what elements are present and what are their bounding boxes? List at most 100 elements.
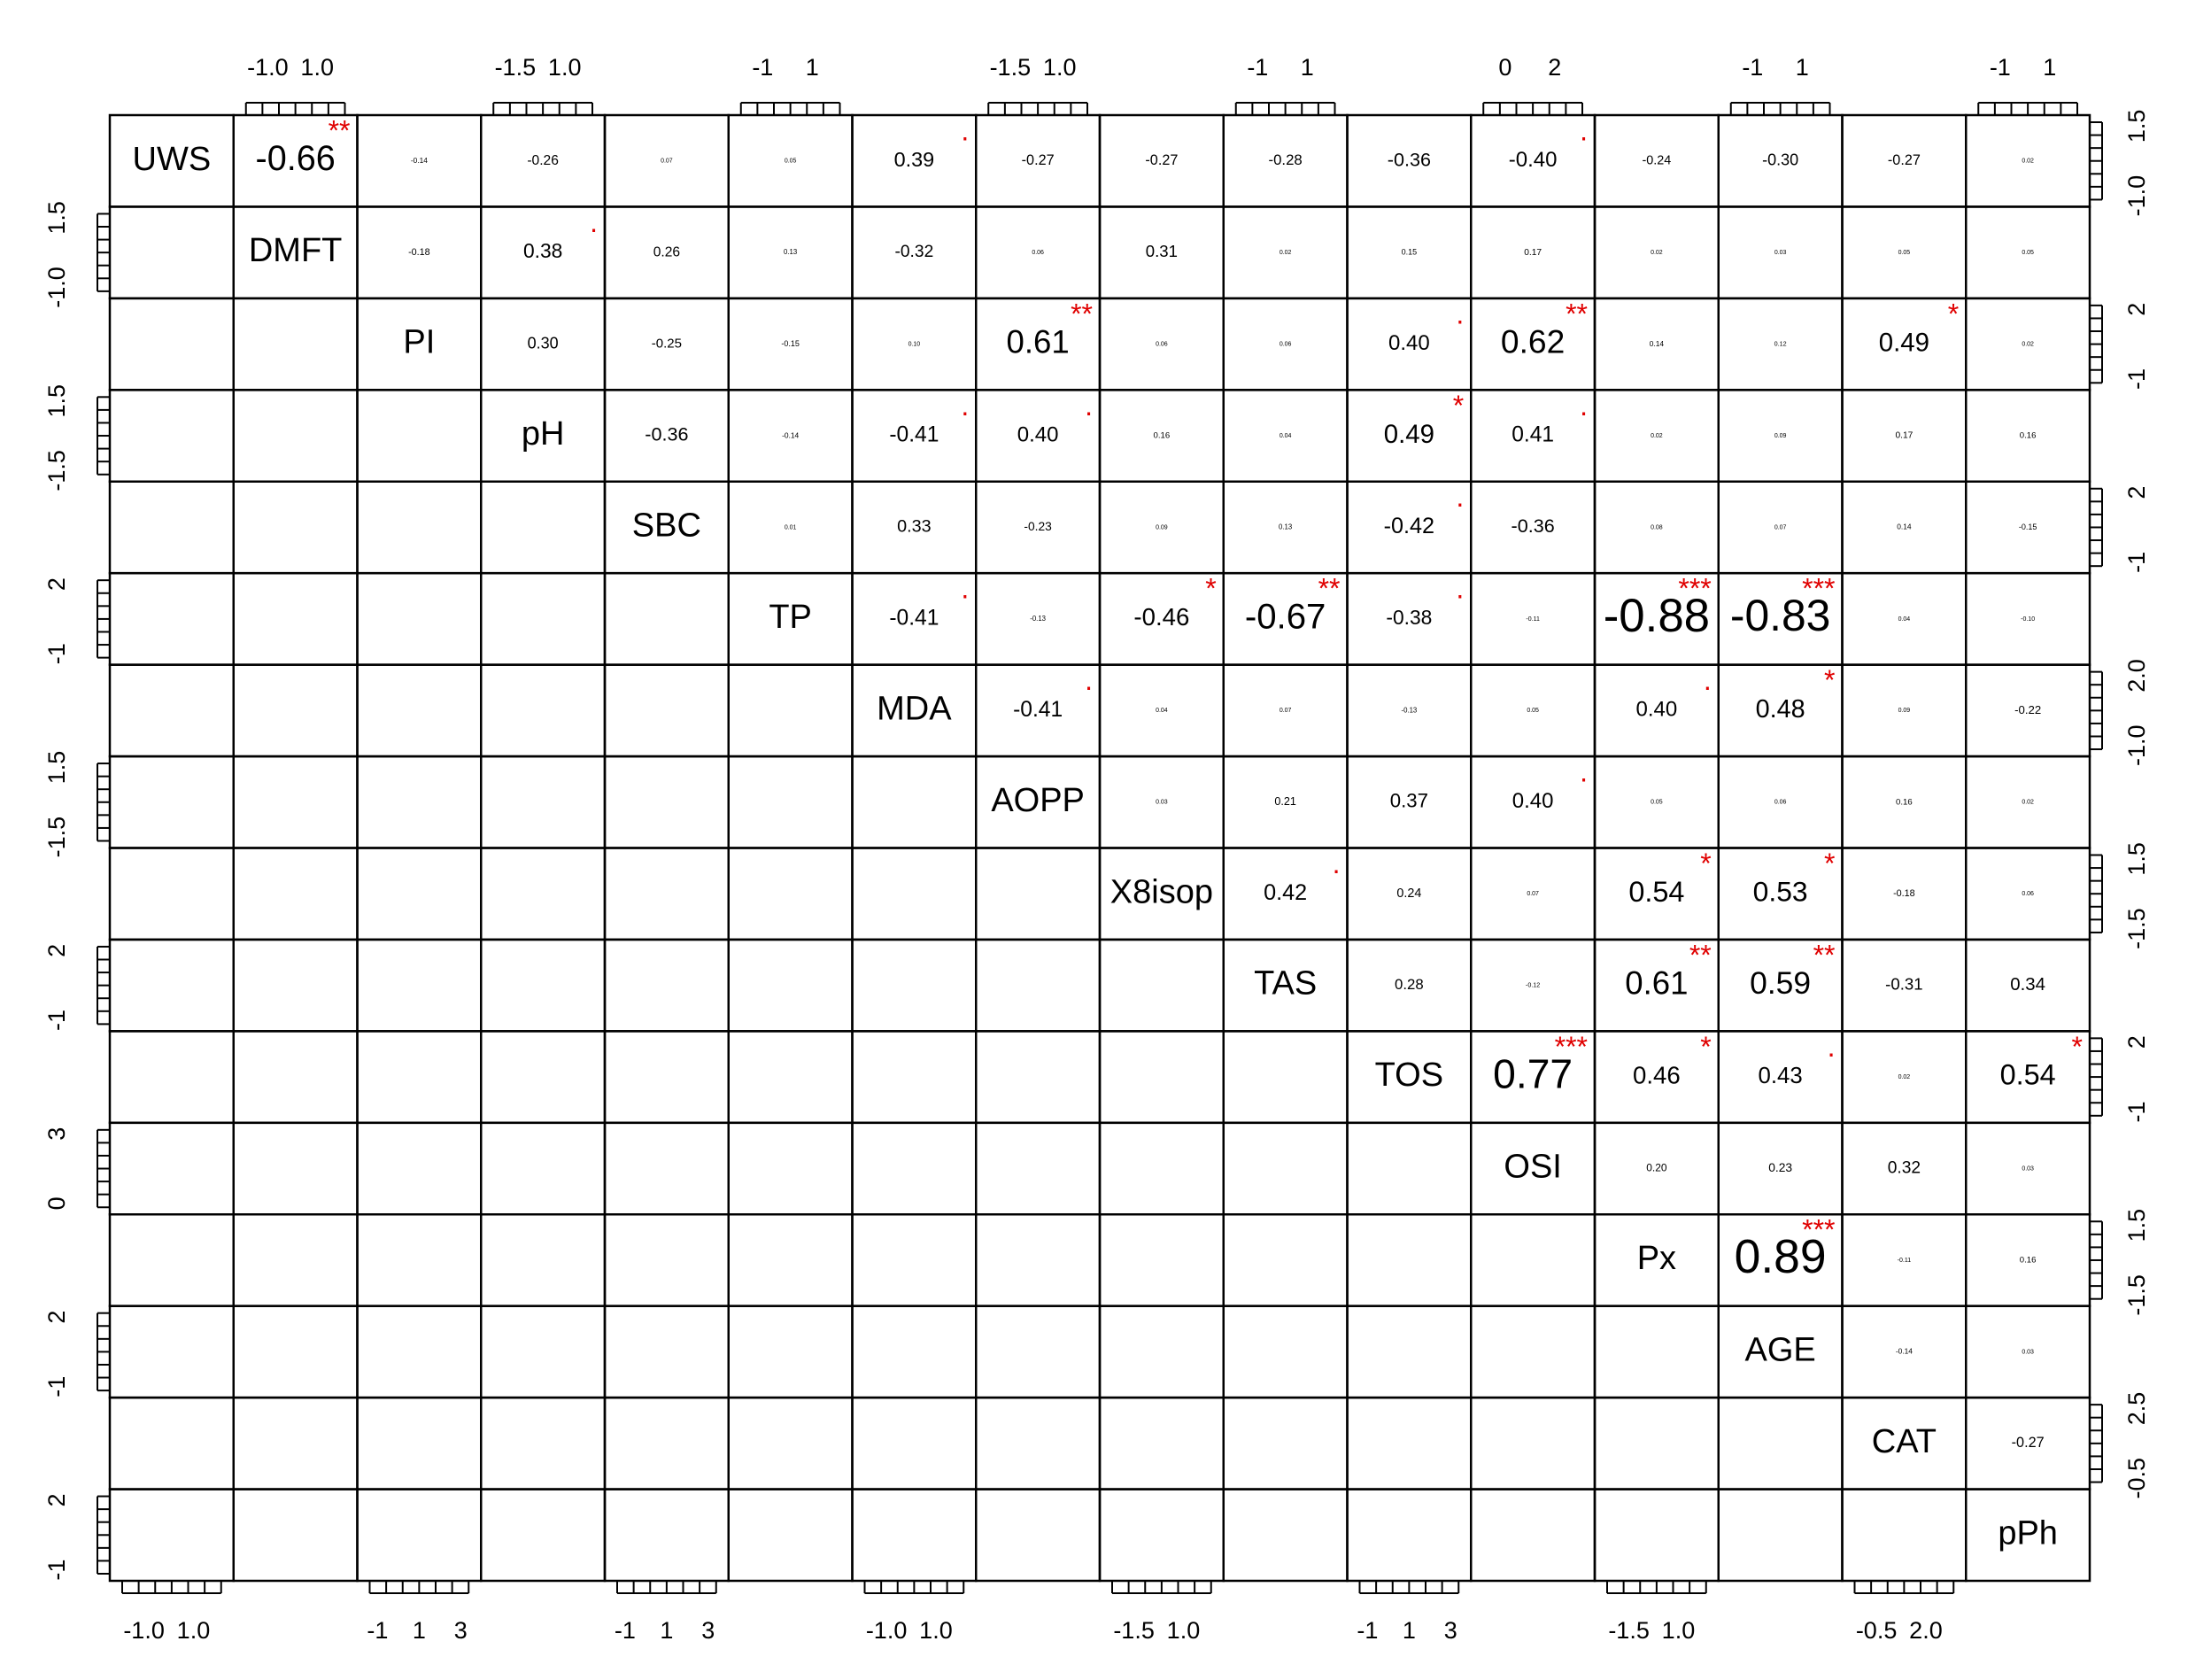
significance-stars: ** — [329, 114, 351, 146]
y-tick-label: -1 — [43, 1560, 70, 1581]
correlation-value: -0.36 — [1511, 515, 1555, 537]
y-tick-label: -1.5 — [43, 817, 70, 858]
significance-stars: * — [1824, 848, 1835, 879]
significance-stars: * — [2072, 1031, 2083, 1063]
correlation-value: 0.49 — [1879, 328, 1929, 357]
y-tick-label: 1.5 — [2123, 842, 2150, 876]
variable-name: AOPP — [991, 782, 1085, 819]
x-tick-label: 2.0 — [1909, 1617, 1943, 1644]
significance-stars: . — [1456, 481, 1464, 513]
correlation-value: 0.46 — [1633, 1061, 1681, 1088]
correlation-value: 0.09 — [1156, 524, 1168, 530]
correlation-value: 0.04 — [1280, 433, 1292, 439]
significance-stars: * — [1453, 390, 1464, 422]
correlation-value: 0.16 — [2020, 431, 2037, 441]
correlation-value: 0.61 — [1625, 964, 1688, 1001]
y-tick-label: -1.5 — [43, 450, 70, 492]
correlation-value: 0.62 — [1501, 322, 1565, 360]
significance-stars: . — [1085, 664, 1093, 696]
significance-stars: . — [961, 573, 969, 605]
correlation-value: -0.13 — [1401, 706, 1417, 714]
correlation-value: 0.42 — [1264, 880, 1307, 905]
significance-stars: ** — [1566, 298, 1588, 329]
correlation-value: 0.40 — [1512, 789, 1554, 813]
significance-stars: . — [1085, 390, 1093, 422]
x-tick-label: -1 — [1742, 54, 1763, 81]
correlation-value: -0.10 — [2021, 616, 2035, 623]
x-tick-label: 2 — [1548, 54, 1561, 81]
correlation-value: -0.83 — [1730, 591, 1831, 640]
variable-name: DMFT — [249, 232, 343, 269]
variable-name: AGE — [1745, 1331, 1816, 1368]
variable-name: TP — [769, 599, 812, 636]
correlation-value: 0.39 — [894, 148, 935, 171]
correlation-value: 0.03 — [2022, 1165, 2034, 1172]
correlation-value: 0.02 — [1651, 433, 1663, 439]
x-tick-label: 1.0 — [548, 54, 582, 81]
significance-stars: . — [1333, 848, 1341, 879]
correlation-value: 0.38 — [523, 239, 562, 262]
correlation-value: 0.26 — [653, 244, 680, 259]
correlation-value: 0.13 — [1279, 523, 1292, 531]
x-tick-label: -0.5 — [1856, 1617, 1898, 1644]
correlation-value: 0.89 — [1735, 1231, 1827, 1283]
correlation-value: 0.34 — [2010, 975, 2045, 995]
y-tick-label: -1.5 — [2123, 1274, 2150, 1316]
correlation-value: -0.40 — [1509, 148, 1558, 172]
correlation-value: 0.06 — [1032, 250, 1044, 256]
correlation-value: 0.10 — [908, 341, 921, 347]
significance-stars: * — [1700, 848, 1711, 879]
significance-stars: * — [1948, 298, 1959, 329]
y-tick-label: -1 — [43, 1376, 70, 1397]
significance-stars: * — [1700, 1031, 1711, 1063]
correlation-value: -0.18 — [1893, 888, 1915, 899]
correlation-value: -0.46 — [1133, 603, 1189, 631]
y-tick-label: 2 — [43, 1493, 70, 1506]
y-tick-label: 1.5 — [43, 751, 70, 785]
correlation-value: 0.32 — [1888, 1159, 1921, 1178]
correlation-value: 0.02 — [1898, 1074, 1911, 1080]
correlation-value: -0.41 — [889, 606, 939, 630]
y-tick-label: 3 — [43, 1127, 70, 1141]
correlation-value: 0.02 — [2022, 341, 2034, 347]
x-tick-label: -1.5 — [990, 54, 1032, 81]
correlation-value: 0.02 — [1280, 250, 1292, 256]
correlation-value: -0.36 — [1388, 148, 1431, 170]
correlation-value: -0.12 — [1526, 981, 1540, 989]
y-tick-label: -1 — [43, 1010, 70, 1031]
x-tick-label: 1 — [1301, 54, 1314, 81]
variable-name: MDA — [877, 690, 952, 727]
correlation-value: -0.25 — [652, 337, 682, 352]
x-tick-label: 3 — [1444, 1617, 1457, 1644]
correlation-value: 0.16 — [1154, 431, 1171, 441]
correlation-value: 0.07 — [661, 159, 673, 165]
correlation-value: -0.15 — [781, 339, 800, 348]
correlation-value: 0.24 — [1396, 886, 1421, 901]
x-tick-label: 0 — [1498, 54, 1511, 81]
y-tick-label: 2 — [43, 1311, 70, 1324]
y-tick-label: -1.0 — [2123, 175, 2150, 217]
x-tick-label: -1.0 — [247, 54, 289, 81]
correlation-value: 0.06 — [1156, 341, 1168, 347]
x-tick-label: 1.0 — [1167, 1617, 1201, 1644]
y-tick-label: 2.0 — [2123, 659, 2150, 693]
x-tick-label: 1 — [660, 1617, 673, 1644]
variable-name: CAT — [1872, 1423, 1937, 1460]
variable-name: Px — [1637, 1240, 1676, 1277]
correlation-value: -0.18 — [408, 247, 430, 258]
correlation-value: 0.05 — [785, 159, 797, 165]
x-tick-label: -1.0 — [123, 1617, 165, 1644]
correlation-value: 0.06 — [1280, 341, 1292, 347]
correlation-value: -0.14 — [1896, 1347, 1913, 1356]
significance-stars: * — [1205, 573, 1216, 605]
variable-name: OSI — [1504, 1149, 1561, 1186]
correlation-value: -0.41 — [889, 423, 939, 447]
correlation-value: 0.14 — [1650, 339, 1665, 348]
correlation-value: 0.07 — [1527, 891, 1539, 897]
y-tick-label: 1.5 — [43, 201, 70, 235]
significance-stars: *** — [1555, 1031, 1588, 1063]
y-tick-label: 2 — [2123, 1035, 2150, 1049]
panel — [1965, 1488, 2091, 1583]
x-tick-label: 1 — [413, 1617, 426, 1644]
correlation-value: 0.07 — [1774, 524, 1787, 530]
